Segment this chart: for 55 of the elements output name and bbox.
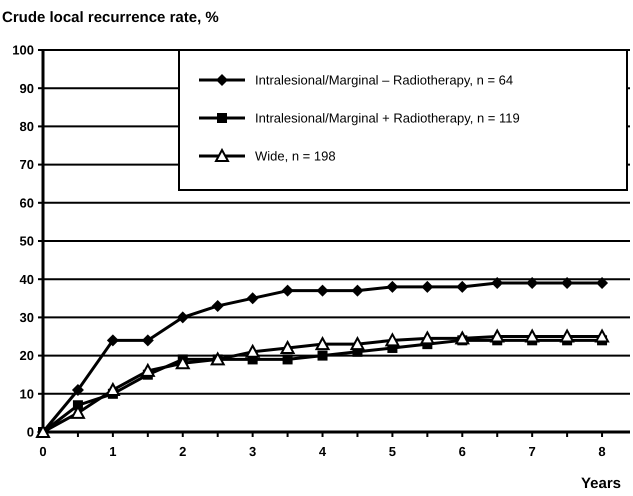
y-tick-label: 20 xyxy=(20,348,34,364)
point xyxy=(106,334,119,346)
point xyxy=(456,280,468,293)
point xyxy=(140,364,155,377)
y-tick-label: 90 xyxy=(20,80,34,96)
point xyxy=(318,350,328,361)
point xyxy=(560,330,574,342)
point xyxy=(280,340,295,354)
point xyxy=(316,337,330,350)
point xyxy=(176,311,189,324)
x-tick-label: 6 xyxy=(458,444,466,459)
point xyxy=(282,354,293,364)
point xyxy=(455,331,470,344)
x-tick-label: 2 xyxy=(179,444,186,459)
y-tick-label: 80 xyxy=(20,118,34,134)
point xyxy=(491,277,504,290)
y-tick-label: 50 xyxy=(20,234,34,249)
point xyxy=(595,330,610,342)
x-tick-label: 4 xyxy=(318,444,327,459)
point xyxy=(351,284,364,297)
point xyxy=(420,331,434,344)
y-tick-label: 100 xyxy=(12,42,34,58)
point xyxy=(385,333,400,346)
y-tick-label: 40 xyxy=(20,272,34,287)
point xyxy=(142,334,154,346)
point xyxy=(72,384,84,396)
x-tick-label: 8 xyxy=(598,444,606,459)
x-tick-label: 0 xyxy=(39,444,47,459)
y-tick-label: 30 xyxy=(20,310,34,325)
y-tick-label: 0 xyxy=(26,424,34,440)
point xyxy=(316,284,329,297)
point xyxy=(212,300,224,312)
legend-label: Intralesional/Marginal – Radiotherapy, n = 64 xyxy=(255,72,514,88)
x-tick-label: 3 xyxy=(249,444,256,459)
point xyxy=(421,280,434,293)
point xyxy=(282,284,294,297)
point xyxy=(106,382,120,396)
y-tick-label: 10 xyxy=(20,386,34,402)
legend-label: Intralesional/Marginal + Radiotherapy, n = 119 xyxy=(255,110,520,126)
point xyxy=(596,277,608,290)
legend-label: Wide, n = 198 xyxy=(255,148,336,164)
x-axis-title: Years xyxy=(580,475,621,492)
point xyxy=(246,344,260,358)
y-tick-label: 60 xyxy=(20,195,34,210)
point xyxy=(350,337,364,350)
point xyxy=(246,292,259,304)
point xyxy=(525,330,540,342)
y-tick-label: 70 xyxy=(20,157,34,172)
point xyxy=(386,280,398,293)
point xyxy=(526,277,538,290)
x-tick-label: 7 xyxy=(528,444,536,459)
point xyxy=(490,330,504,342)
x-tick-label: 1 xyxy=(109,444,116,459)
x-tick-label: 5 xyxy=(388,444,396,459)
chart-title: Crude local recurrence rate, % xyxy=(2,9,219,26)
